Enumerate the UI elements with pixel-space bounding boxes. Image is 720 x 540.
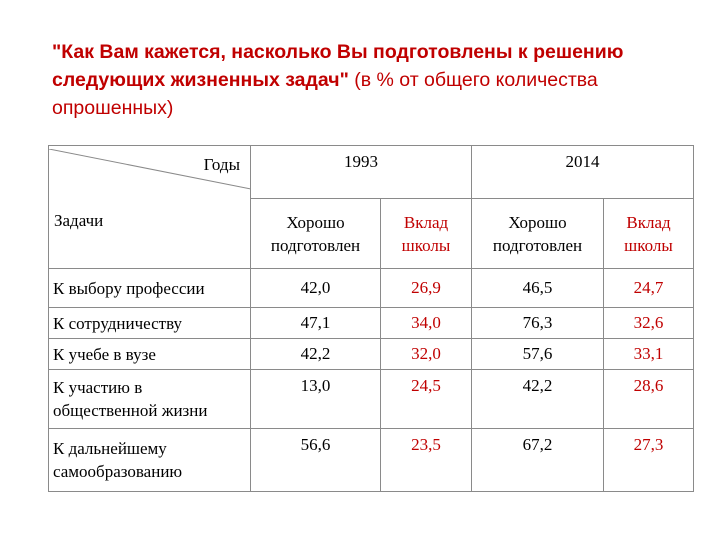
header-row-years: Годы Задачи 1993 2014 bbox=[48, 145, 694, 269]
corner-tasks-label: Задачи bbox=[54, 210, 104, 230]
subheader-1993-prepared: Хорошо подготовлен bbox=[250, 198, 381, 269]
task-cell: К выбору профессии bbox=[48, 268, 251, 308]
value-cell: 32,0 bbox=[380, 338, 472, 370]
value-cell: 23,5 bbox=[380, 428, 472, 492]
subheader-2014-school: Вклад школы bbox=[603, 198, 694, 269]
value-cell: 42,0 bbox=[250, 268, 381, 308]
title-question: "Как Вам кажется, насколько Вы подготовл… bbox=[52, 41, 624, 91]
task-cell: К участию в общественной жизни bbox=[48, 369, 251, 429]
slide-title: "Как Вам кажется, насколько Вы подготовл… bbox=[52, 38, 692, 122]
value-cell: 34,0 bbox=[380, 307, 472, 339]
corner-cell: Годы Задачи bbox=[48, 145, 251, 269]
value-cell: 76,3 bbox=[471, 307, 604, 339]
table-row: К учебе в вузе 42,2 32,0 57,6 33,1 bbox=[48, 338, 694, 370]
value-cell: 42,2 bbox=[250, 338, 381, 370]
value-cell: 26,9 bbox=[380, 268, 472, 308]
title-note: (в % от общего количества опрошенных) bbox=[52, 69, 598, 119]
task-cell: К дальнейшему самообразованию bbox=[48, 428, 251, 492]
corner-years-label: Годы bbox=[203, 154, 240, 174]
subheader-2014-prepared: Хорошо подготовлен bbox=[471, 198, 604, 269]
value-cell: 24,7 bbox=[603, 268, 694, 308]
value-cell: 24,5 bbox=[380, 369, 472, 429]
table-row: К сотрудничеству 47,1 34,0 76,3 32,6 bbox=[48, 307, 694, 339]
task-cell: К сотрудничеству bbox=[48, 307, 251, 339]
value-cell: 33,1 bbox=[603, 338, 694, 370]
value-cell: 46,5 bbox=[471, 268, 604, 308]
value-cell: 67,2 bbox=[471, 428, 604, 492]
value-cell: 32,6 bbox=[603, 307, 694, 339]
subheader-1993-school: Вклад школы bbox=[380, 198, 472, 269]
value-cell: 42,2 bbox=[471, 369, 604, 429]
table-row: К выбору профессии 42,0 26,9 46,5 24,7 bbox=[48, 268, 694, 308]
value-cell: 47,1 bbox=[250, 307, 381, 339]
table-row: К дальнейшему самообразованию 56,6 23,5 6… bbox=[48, 428, 694, 492]
survey-table: Годы Задачи 1993 2014 Хорошо подготовлен … bbox=[48, 145, 694, 492]
year-1993-header: 1993 bbox=[250, 145, 472, 199]
task-cell: К учебе в вузе bbox=[48, 338, 251, 370]
value-cell: 56,6 bbox=[250, 428, 381, 492]
value-cell: 13,0 bbox=[250, 369, 381, 429]
value-cell: 27,3 bbox=[603, 428, 694, 492]
header-row-sub: Хорошо подготовлен Вклад школы Хорошо подго… bbox=[49, 198, 694, 269]
table-row: К участию в общественной жизни 13,0 24,5 … bbox=[48, 369, 694, 429]
diagonal-divider bbox=[49, 148, 251, 189]
value-cell: 57,6 bbox=[471, 338, 604, 370]
year-2014-header: 2014 bbox=[471, 145, 694, 199]
value-cell: 28,6 bbox=[603, 369, 694, 429]
